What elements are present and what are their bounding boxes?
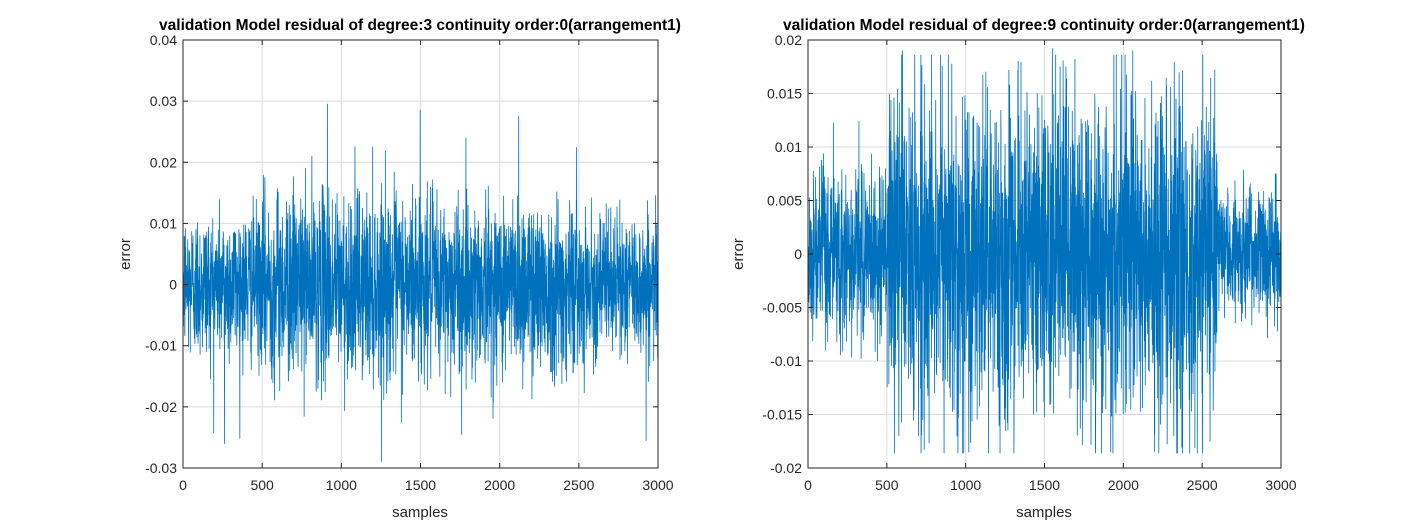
y-ticks: -0.02 -0.015 -0.01 -0.005 0 0.005 0.01 0.015 0.0… bbox=[762, 32, 1281, 476]
y-tick-label: 0.01 bbox=[775, 139, 802, 155]
y-tick-label: -0.01 bbox=[145, 338, 177, 354]
y-tick-label: 0 bbox=[169, 277, 177, 293]
plot-degree-9: validation Model residual of degree:9 co… bbox=[730, 17, 1305, 521]
x-tick-label: 2000 bbox=[1108, 477, 1139, 493]
y-tick-label: 0.01 bbox=[150, 215, 177, 231]
y-tick-label: 0 bbox=[794, 246, 802, 262]
x-tick-label: 0 bbox=[804, 477, 812, 493]
residual-trace bbox=[807, 48, 1282, 454]
x-ticks: 0 500 1000 1500 2000 2500 3000 bbox=[179, 40, 674, 493]
y-tick-label: -0.005 bbox=[762, 300, 802, 316]
x-tick-label: 3000 bbox=[642, 477, 673, 493]
y-tick-label: 0.02 bbox=[775, 32, 802, 48]
x-ticks: 0 500 1000 1500 2000 2500 3000 bbox=[804, 40, 1297, 493]
x-tick-label: 500 bbox=[250, 477, 274, 493]
y-tick-label: -0.03 bbox=[145, 460, 177, 476]
x-tick-label: 1500 bbox=[405, 477, 436, 493]
x-tick-label: 2500 bbox=[1187, 477, 1218, 493]
x-tick-label: 500 bbox=[875, 477, 899, 493]
residual-line bbox=[807, 48, 1282, 454]
residual-trace bbox=[182, 103, 659, 462]
y-tick-label: -0.02 bbox=[145, 399, 177, 415]
x-tick-label: 0 bbox=[179, 477, 187, 493]
y-ticks: -0.03 -0.02 -0.01 0 0.01 0.02 0.03 0.04 bbox=[145, 32, 658, 476]
x-tick-label: 1500 bbox=[1029, 477, 1060, 493]
y-tick-label: 0.02 bbox=[150, 154, 177, 170]
y-tick-label: 0.03 bbox=[150, 93, 177, 109]
x-tick-label: 3000 bbox=[1265, 477, 1296, 493]
x-tick-label: 2000 bbox=[484, 477, 515, 493]
y-tick-label: -0.02 bbox=[770, 460, 802, 476]
y-tick-label: -0.015 bbox=[762, 407, 802, 423]
x-tick-label: 1000 bbox=[950, 477, 981, 493]
y-axis-label: error bbox=[730, 238, 747, 270]
chart-title: validation Model residual of degree:3 co… bbox=[159, 17, 681, 34]
residual-line bbox=[182, 103, 659, 462]
x-axis-label: samples bbox=[392, 504, 448, 521]
y-axis-label: error bbox=[117, 238, 134, 270]
y-tick-label: 0.04 bbox=[150, 32, 177, 48]
plot-degree-3: validation Model residual of degree:3 co… bbox=[117, 17, 681, 521]
chart-title: validation Model residual of degree:9 co… bbox=[783, 17, 1305, 34]
x-tick-label: 2500 bbox=[563, 477, 594, 493]
y-tick-label: 0.005 bbox=[767, 193, 802, 209]
y-tick-label: 0.015 bbox=[767, 86, 802, 102]
x-tick-label: 1000 bbox=[326, 477, 357, 493]
y-tick-label: -0.01 bbox=[770, 353, 802, 369]
x-axis-label: samples bbox=[1016, 504, 1072, 521]
